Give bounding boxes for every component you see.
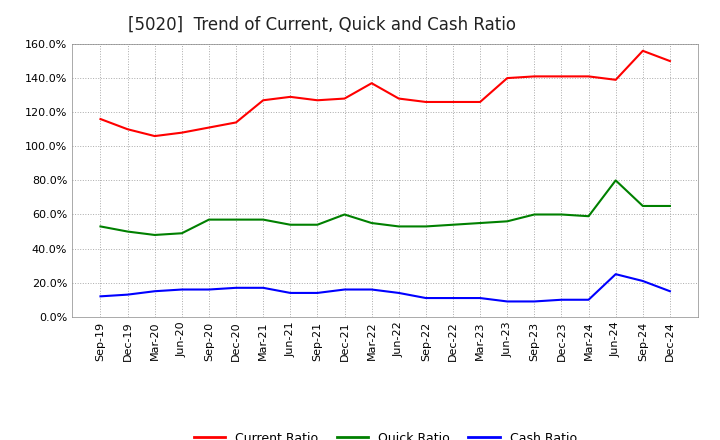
Legend: Current Ratio, Quick Ratio, Cash Ratio: Current Ratio, Quick Ratio, Cash Ratio xyxy=(189,427,582,440)
Quick Ratio xyxy=(150,232,159,238)
Quick Ratio xyxy=(259,217,268,222)
Quick Ratio xyxy=(313,222,322,227)
Quick Ratio xyxy=(421,224,430,229)
Current Ratio xyxy=(232,120,240,125)
Current Ratio xyxy=(503,76,511,81)
Current Ratio xyxy=(341,96,349,101)
Cash Ratio xyxy=(557,297,566,302)
Cash Ratio xyxy=(530,299,539,304)
Current Ratio xyxy=(611,77,620,82)
Current Ratio xyxy=(96,116,105,121)
Current Ratio xyxy=(639,48,647,53)
Cash Ratio xyxy=(367,287,376,292)
Current Ratio xyxy=(123,127,132,132)
Current Ratio xyxy=(421,99,430,105)
Quick Ratio xyxy=(639,203,647,209)
Quick Ratio xyxy=(367,220,376,226)
Cash Ratio xyxy=(150,289,159,294)
Quick Ratio xyxy=(395,224,403,229)
Cash Ratio xyxy=(96,294,105,299)
Quick Ratio xyxy=(503,219,511,224)
Current Ratio xyxy=(530,74,539,79)
Cash Ratio xyxy=(665,289,674,294)
Current Ratio xyxy=(449,99,457,105)
Quick Ratio xyxy=(476,220,485,226)
Cash Ratio xyxy=(259,285,268,290)
Cash Ratio xyxy=(503,299,511,304)
Current Ratio xyxy=(204,125,213,130)
Line: Current Ratio: Current Ratio xyxy=(101,51,670,136)
Cash Ratio xyxy=(286,290,294,296)
Current Ratio xyxy=(476,99,485,105)
Quick Ratio xyxy=(584,213,593,219)
Quick Ratio xyxy=(449,222,457,227)
Quick Ratio xyxy=(665,203,674,209)
Quick Ratio xyxy=(204,217,213,222)
Cash Ratio xyxy=(232,285,240,290)
Current Ratio xyxy=(313,98,322,103)
Quick Ratio xyxy=(96,224,105,229)
Quick Ratio xyxy=(341,212,349,217)
Current Ratio xyxy=(150,133,159,139)
Line: Quick Ratio: Quick Ratio xyxy=(101,180,670,235)
Cash Ratio xyxy=(204,287,213,292)
Quick Ratio xyxy=(611,178,620,183)
Quick Ratio xyxy=(286,222,294,227)
Text: [5020]  Trend of Current, Quick and Cash Ratio: [5020] Trend of Current, Quick and Cash … xyxy=(128,16,516,34)
Cash Ratio xyxy=(313,290,322,296)
Quick Ratio xyxy=(232,217,240,222)
Cash Ratio xyxy=(178,287,186,292)
Current Ratio xyxy=(584,74,593,79)
Cash Ratio xyxy=(395,290,403,296)
Cash Ratio xyxy=(584,297,593,302)
Current Ratio xyxy=(286,94,294,99)
Current Ratio xyxy=(395,96,403,101)
Current Ratio xyxy=(367,81,376,86)
Cash Ratio xyxy=(611,271,620,277)
Quick Ratio xyxy=(178,231,186,236)
Current Ratio xyxy=(665,59,674,64)
Quick Ratio xyxy=(557,212,566,217)
Cash Ratio xyxy=(341,287,349,292)
Cash Ratio xyxy=(476,295,485,301)
Cash Ratio xyxy=(123,292,132,297)
Current Ratio xyxy=(178,130,186,136)
Current Ratio xyxy=(259,98,268,103)
Cash Ratio xyxy=(639,279,647,284)
Quick Ratio xyxy=(530,212,539,217)
Line: Cash Ratio: Cash Ratio xyxy=(101,274,670,301)
Cash Ratio xyxy=(449,295,457,301)
Cash Ratio xyxy=(421,295,430,301)
Quick Ratio xyxy=(123,229,132,234)
Current Ratio xyxy=(557,74,566,79)
